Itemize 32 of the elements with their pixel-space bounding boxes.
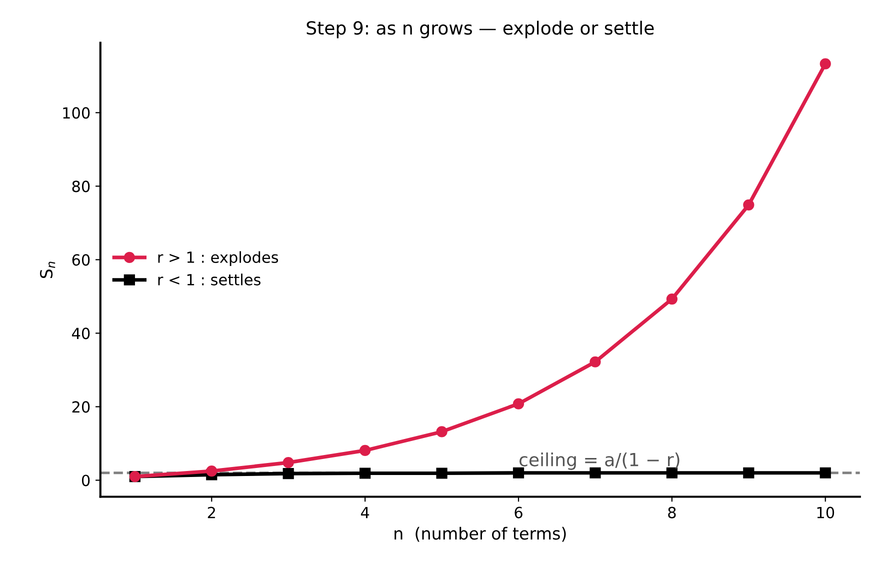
y-tick-label: 40 xyxy=(72,328,90,340)
x-tick-label: 4 xyxy=(360,506,370,518)
x-axis-title: n (number of terms) xyxy=(394,526,566,542)
chart-title: Step 9: as n grows — explode or settle xyxy=(306,20,654,38)
point xyxy=(360,444,371,456)
x-tick-label: 2 xyxy=(208,506,215,518)
x-tick-label: 10 xyxy=(817,506,834,518)
y-tick-label: 100 xyxy=(63,107,90,119)
point xyxy=(820,467,831,478)
x-tick-label: 8 xyxy=(668,506,676,518)
point xyxy=(743,199,754,210)
point xyxy=(436,468,448,479)
y-tick-label: 20 xyxy=(72,401,90,413)
legend-label: r > 1 : explodes xyxy=(158,251,278,266)
y-tick-label: 0 xyxy=(82,474,90,486)
point xyxy=(820,58,831,70)
point xyxy=(666,293,678,305)
point xyxy=(282,457,294,468)
y-tick-label: 80 xyxy=(72,180,90,192)
y-tick-label: 60 xyxy=(72,254,90,266)
legend-label: r < 1 : settles xyxy=(158,274,260,286)
point xyxy=(206,465,218,477)
point xyxy=(590,467,601,478)
y-axis-title: S$_{n}$ xyxy=(40,262,56,278)
ref-line-label: ceiling = a/(1 − r) xyxy=(520,452,680,470)
point xyxy=(282,468,294,480)
point xyxy=(436,426,448,438)
point xyxy=(512,398,524,410)
point xyxy=(590,356,601,368)
point xyxy=(360,468,371,479)
x-tick-label: 6 xyxy=(514,506,522,518)
point xyxy=(743,467,754,478)
